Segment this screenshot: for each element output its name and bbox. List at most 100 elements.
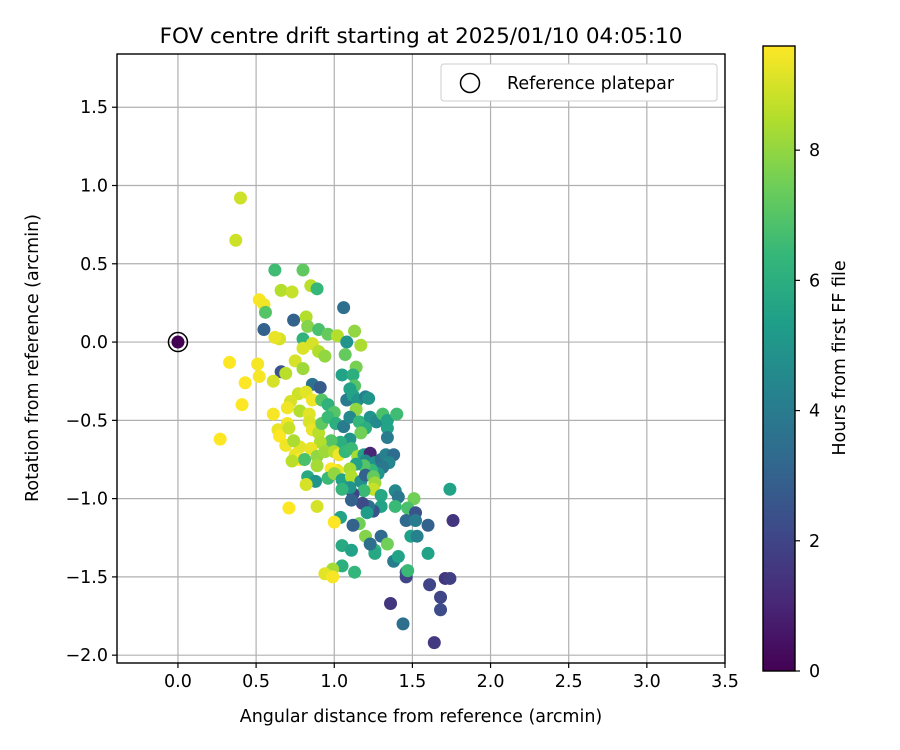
data-point <box>380 431 394 445</box>
reference-point-group <box>167 331 189 353</box>
x-tick-label: 0.5 <box>242 672 270 692</box>
data-point <box>348 565 362 579</box>
data-point <box>335 368 349 382</box>
data-point <box>354 338 368 352</box>
reference-marker-ring <box>167 331 189 353</box>
chart-title: FOV centre drift starting at 2025/01/10 … <box>160 24 683 49</box>
colorbar-ticks: 0 2 4 6 8 <box>795 141 820 682</box>
data-point <box>388 499 402 513</box>
y-tick-label: 1.0 <box>80 177 108 197</box>
data-point <box>348 324 362 338</box>
y-tick-label: 1.5 <box>80 98 108 118</box>
data-point <box>338 348 352 362</box>
data-point <box>266 407 280 421</box>
data-point <box>313 380 327 394</box>
data-point <box>235 398 249 412</box>
x-tick-label: 3.5 <box>711 672 739 692</box>
data-point <box>380 421 394 435</box>
data-point <box>363 537 377 551</box>
data-point <box>324 434 338 448</box>
y-tick-label: −1.0 <box>66 490 109 510</box>
colorbar-tick-label: 4 <box>809 402 820 422</box>
data-point <box>285 454 299 468</box>
data-point <box>268 330 282 344</box>
data-point <box>427 636 441 650</box>
data-point <box>229 233 243 247</box>
data-point <box>340 335 354 349</box>
data-point <box>344 493 358 507</box>
x-tick-label: 1.5 <box>398 672 426 692</box>
data-point <box>384 597 398 611</box>
x-tick-label: 0.0 <box>164 672 192 692</box>
colorbar-tick-label: 6 <box>809 271 820 291</box>
y-axis-label: Rotation from reference (arcmin) <box>23 214 43 502</box>
data-point <box>434 603 448 617</box>
colorbar-tick-label: 8 <box>809 141 820 161</box>
data-point <box>421 546 435 560</box>
data-point <box>282 421 296 435</box>
data-point <box>296 263 310 277</box>
data-point <box>399 514 413 528</box>
data-point <box>337 301 351 315</box>
data-point <box>274 283 288 297</box>
data-point <box>296 362 310 376</box>
legend-label: Reference platepar <box>507 74 675 94</box>
data-point <box>251 357 265 371</box>
data-point <box>223 355 237 369</box>
legend-marker <box>459 72 481 94</box>
data-point <box>434 590 448 604</box>
data-point <box>380 537 394 551</box>
data-point <box>401 564 415 578</box>
x-axis-label: Angular distance from reference (arcmin) <box>240 707 603 727</box>
data-point <box>318 445 332 459</box>
data-point <box>305 393 319 407</box>
data-point <box>409 514 423 528</box>
y-tick-label: −2.0 <box>66 646 109 666</box>
y-tick-label: −0.5 <box>66 411 109 431</box>
x-tick-label: 1.0 <box>320 672 348 692</box>
data-point <box>318 349 332 363</box>
data-point <box>285 285 299 299</box>
data-point <box>326 570 340 584</box>
colorbar <box>762 45 796 672</box>
data-point <box>390 407 404 421</box>
data-point <box>374 488 388 502</box>
data-point <box>396 617 410 631</box>
data-point <box>344 543 358 557</box>
data-point <box>410 529 424 543</box>
data-point <box>310 282 324 296</box>
data-point <box>346 518 360 532</box>
data-point <box>258 305 272 319</box>
data-point <box>423 578 437 592</box>
data-point <box>310 459 324 473</box>
x-tick-label: 3.0 <box>633 672 661 692</box>
data-point <box>421 518 435 532</box>
data-point <box>299 478 313 492</box>
data-point <box>335 482 349 496</box>
data-point <box>407 492 421 506</box>
data-point <box>213 432 227 446</box>
data-point <box>310 499 324 513</box>
plot-frame <box>116 53 726 664</box>
data-point <box>298 452 312 466</box>
y-tick-label: −1.5 <box>66 568 109 588</box>
data-point <box>233 191 247 205</box>
data-point <box>337 420 351 434</box>
legend: Reference platepar <box>440 63 718 102</box>
data-point <box>273 429 287 443</box>
reference-point <box>171 335 185 349</box>
colorbar-tick-label: 0 <box>809 662 820 682</box>
data-point <box>360 506 374 520</box>
data-point <box>362 391 376 405</box>
data-point <box>443 482 457 496</box>
data-point <box>357 484 371 498</box>
data-point <box>282 501 296 515</box>
data-point <box>330 329 344 343</box>
data-point <box>268 263 282 277</box>
y-axis-ticks: −2.0 −1.5 −1.0 −0.5 0.0 0.5 1.0 1.5 <box>66 98 117 666</box>
colorbar-tick-label: 2 <box>809 532 820 552</box>
colorbar-label: Hours from first FF file <box>830 260 850 455</box>
data-point <box>354 426 368 440</box>
data-point <box>266 374 280 388</box>
